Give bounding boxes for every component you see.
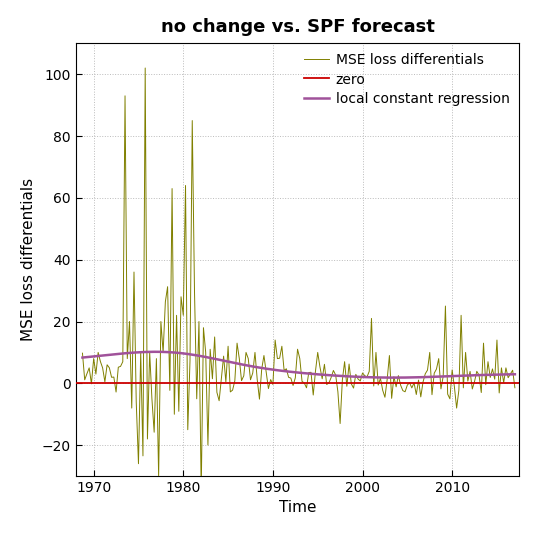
MSE loss differentials bbox=[142, 65, 148, 71]
local constant regression bbox=[79, 354, 85, 361]
MSE loss differentials bbox=[198, 489, 204, 495]
X-axis label: Time: Time bbox=[279, 500, 316, 516]
MSE loss differentials bbox=[418, 394, 424, 400]
local constant regression bbox=[171, 349, 177, 356]
Line: MSE loss differentials: MSE loss differentials bbox=[82, 68, 515, 492]
local constant regression bbox=[418, 374, 424, 380]
MSE loss differentials bbox=[171, 411, 177, 418]
Legend: MSE loss differentials, zero, local constant regression: MSE loss differentials, zero, local cons… bbox=[301, 50, 512, 109]
local constant regression bbox=[512, 371, 518, 378]
MSE loss differentials bbox=[308, 369, 314, 375]
local constant regression bbox=[285, 368, 292, 375]
MSE loss differentials bbox=[79, 350, 85, 357]
local constant regression bbox=[391, 374, 397, 381]
Y-axis label: MSE loss differentials: MSE loss differentials bbox=[21, 178, 36, 341]
MSE loss differentials bbox=[288, 375, 294, 381]
local constant regression bbox=[306, 371, 312, 377]
local constant regression bbox=[153, 348, 160, 355]
local constant regression bbox=[120, 350, 126, 357]
Title: no change vs. SPF forecast: no change vs. SPF forecast bbox=[161, 18, 434, 36]
MSE loss differentials bbox=[120, 359, 126, 365]
MSE loss differentials bbox=[512, 385, 518, 391]
local constant regression bbox=[431, 373, 438, 380]
MSE loss differentials bbox=[431, 370, 438, 377]
Line: local constant regression: local constant regression bbox=[82, 352, 515, 378]
